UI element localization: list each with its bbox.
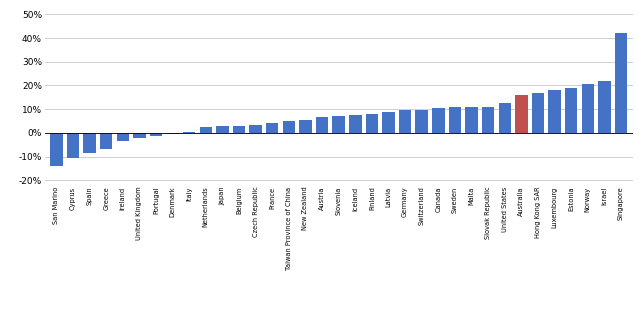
Bar [116, 133, 129, 141]
Bar [415, 110, 428, 133]
Bar [548, 90, 561, 133]
Bar [150, 133, 162, 137]
Bar [449, 107, 461, 133]
Bar [282, 121, 295, 133]
Bar [482, 107, 495, 133]
Bar [66, 133, 79, 158]
Bar [199, 127, 212, 133]
Bar [532, 93, 544, 133]
Bar [399, 110, 412, 133]
Bar [366, 114, 378, 133]
Bar [332, 116, 345, 133]
Bar [216, 126, 229, 133]
Bar [349, 115, 362, 133]
Bar [50, 133, 63, 166]
Bar [498, 103, 511, 133]
Bar [598, 81, 611, 133]
Bar [316, 117, 328, 133]
Bar [233, 126, 245, 133]
Bar [183, 132, 196, 133]
Bar [432, 108, 445, 133]
Bar [133, 133, 146, 137]
Bar [515, 95, 528, 133]
Bar [465, 107, 478, 133]
Bar [266, 123, 279, 133]
Bar [615, 33, 627, 133]
Bar [100, 133, 112, 150]
Bar [83, 133, 96, 153]
Bar [565, 88, 578, 133]
Bar [581, 84, 594, 133]
Bar [249, 124, 262, 133]
Bar [166, 133, 179, 134]
Bar [382, 112, 395, 133]
Bar [299, 120, 312, 133]
